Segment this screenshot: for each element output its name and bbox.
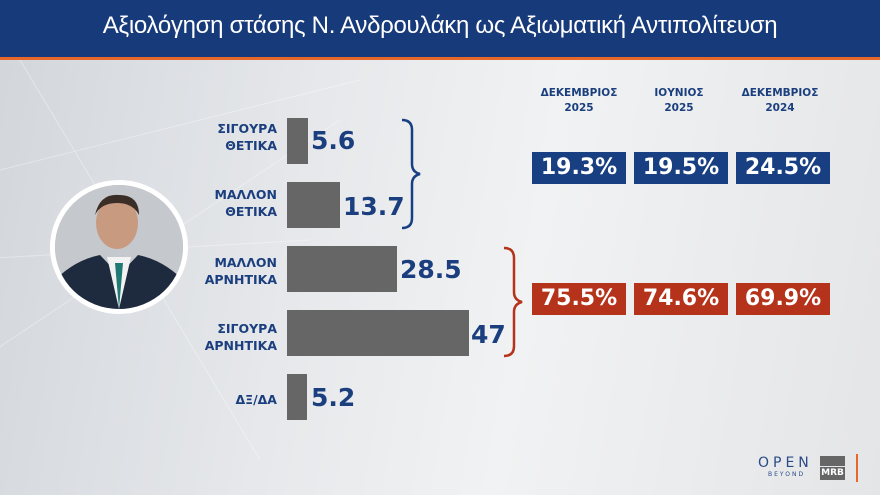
bar-value: 5.6 [311,126,356,155]
column-header-jun-2025: ΙΟΥΝΙΟΣ 2025 [654,87,704,114]
mrb-logo: MRB [820,456,845,480]
header-accent-line [0,57,880,60]
bar-certainly-positive [287,118,308,164]
bar-label-rather-negative: ΜΑΛΛΟΝ ΑΡΝΗΤΙΚΑ [204,255,277,287]
bar-rather-positive [287,182,340,228]
page-title: Αξιολόγηση στάσης Ν. Ανδρουλάκη ως Αξιωμ… [102,12,778,39]
bar-value: 13.7 [343,192,405,221]
negative-total-dec-2025: 75.5% [532,283,626,315]
bar-label-rather-positive: ΜΑΛΛΟΝ ΘΕΤΙΚΑ [214,187,277,219]
column-header-dec-2024: ΔΕΚΕΜΒΡΙΟΣ 2024 [741,87,819,114]
positive-total-dec-2024: 24.5% [736,152,830,184]
open-beyond-tagline: BEYOND [768,471,806,478]
header-bar: Αξιολόγηση στάσης Ν. Ανδρουλάκη ως Αξιωμ… [0,0,880,57]
positive-brace-icon [401,118,421,230]
bar-label-dont-know: ΔΞ/ΔΑ [235,392,278,407]
person-portrait-icon [55,185,183,309]
bar-label-certainly-positive: ΣΙΓΟΥΡΑ ΘΕΤΙΚΑ [217,121,277,153]
bar-value: 47 [471,320,506,349]
footer-accent-divider [856,454,858,482]
bar-dont-know [287,374,307,420]
positive-total-dec-2025: 19.3% [532,152,626,184]
open-logo: OPEN [758,455,813,471]
politician-photo [50,180,188,314]
negative-total-dec-2024: 69.9% [736,283,830,315]
column-header-dec-2025: ΔΕΚΕΜΒΡΙΟΣ 2025 [540,87,618,114]
negative-total-jun-2025: 74.6% [634,283,728,315]
bar-certainly-negative [287,310,469,356]
bar-rather-negative [287,246,397,292]
bar-value: 5.2 [311,383,356,412]
bar-label-certainly-negative: ΣΙΓΟΥΡΑ ΑΡΝΗΤΙΚΑ [204,321,277,353]
bar-value: 28.5 [400,255,462,284]
positive-total-jun-2025: 19.5% [634,152,728,184]
negative-brace-icon [503,246,523,358]
